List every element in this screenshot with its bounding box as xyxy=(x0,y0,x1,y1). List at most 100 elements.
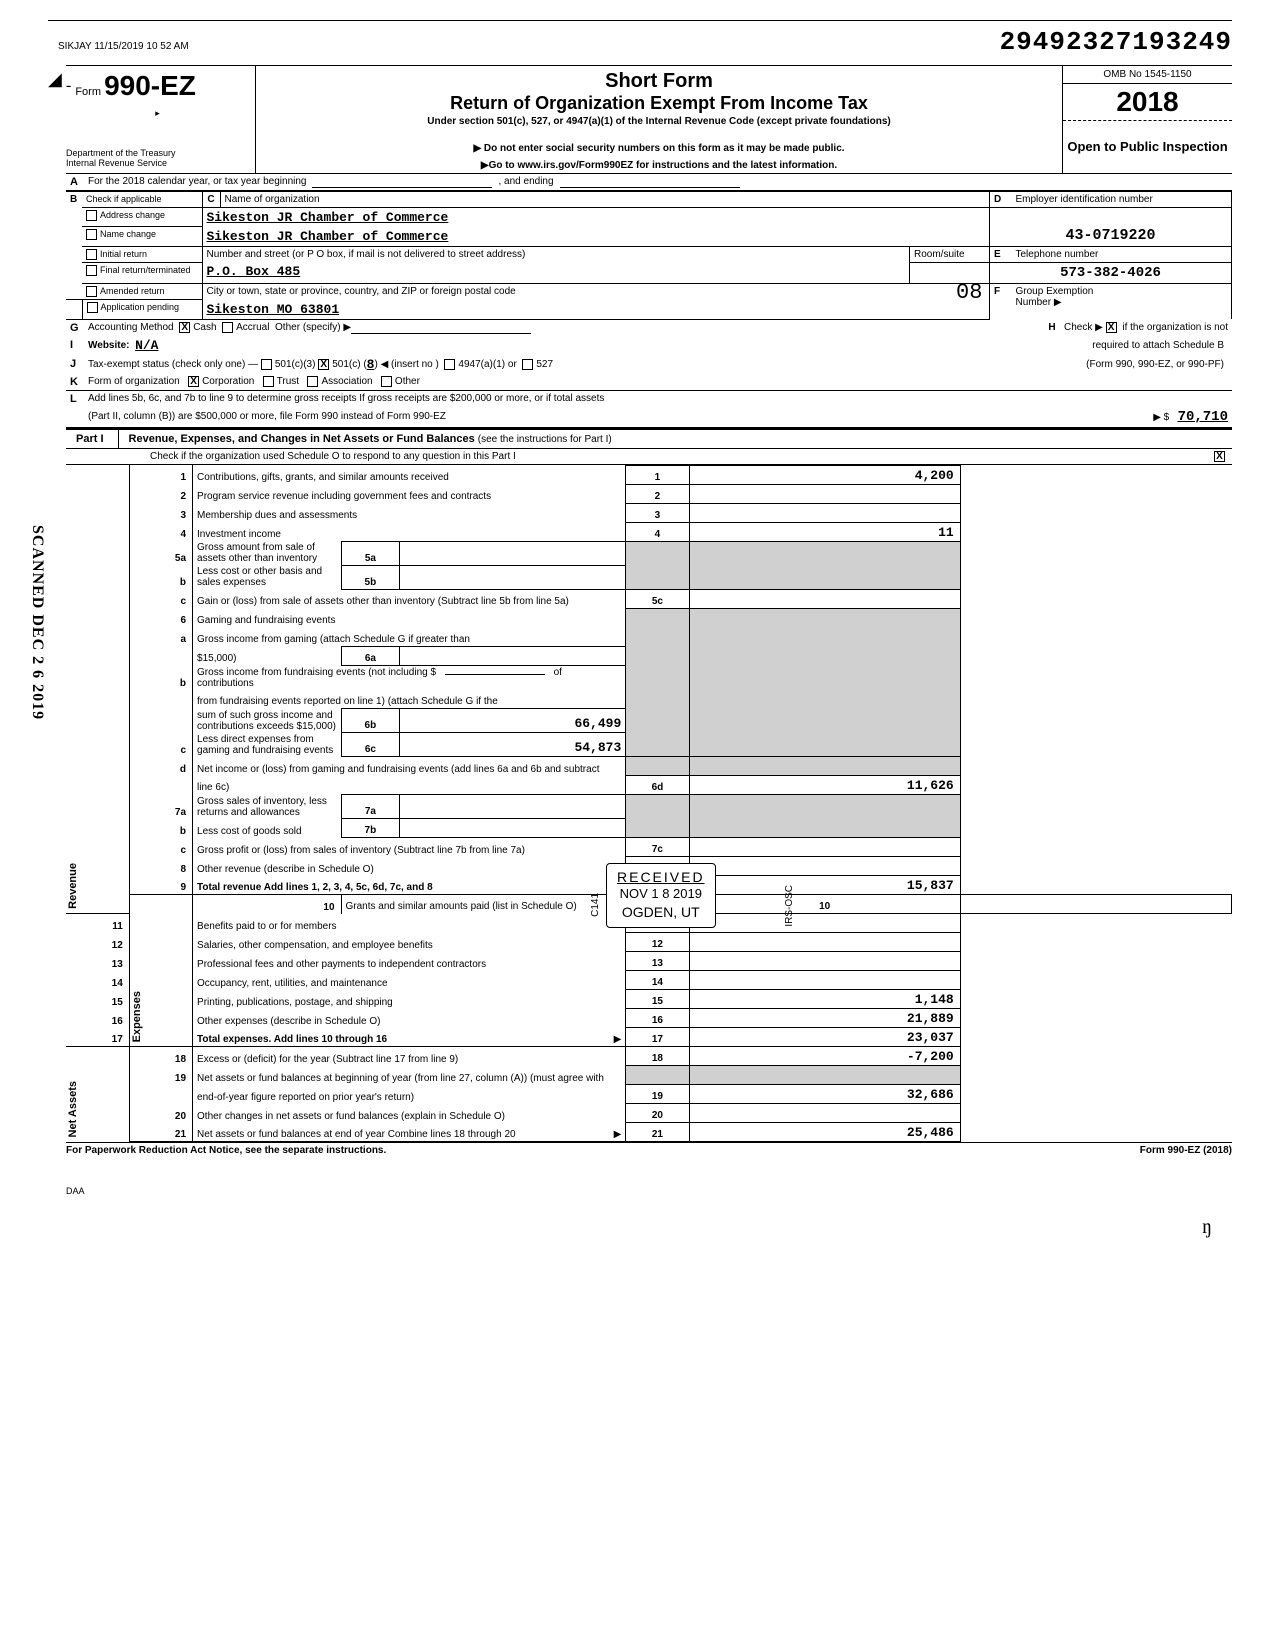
city-value: Sikeston MO 63801 xyxy=(207,302,340,317)
phone-value: 573-382-4026 xyxy=(1060,265,1161,281)
l21-desc: Net assets or fund balances at end of ye… xyxy=(197,1129,516,1140)
l6b-desc3: from fundraising events reported on line… xyxy=(193,690,626,709)
l1-amt: 4,200 xyxy=(689,465,960,484)
l7b-sub: 7b xyxy=(341,819,400,838)
l2-num: 2 xyxy=(129,484,192,503)
l2-cell: 2 xyxy=(626,484,689,503)
l7c-desc: Gross profit or (loss) from sales of inv… xyxy=(193,838,626,857)
corp-checkbox[interactable] xyxy=(188,376,199,387)
received-stamp: RECEIVED xyxy=(617,868,705,886)
h-txt4: (Form 990, 990-EZ, or 990-PF) xyxy=(1086,359,1228,370)
accrual-label: Accrual xyxy=(236,322,269,333)
4947-label: 4947(a)(1) or xyxy=(458,359,516,370)
ein-label: Employer identification number xyxy=(1016,194,1153,205)
expenses-side-label: Expenses xyxy=(130,987,144,1046)
527-checkbox[interactable] xyxy=(522,359,533,370)
room-label: Room/suite xyxy=(914,249,965,260)
h-label: H xyxy=(1048,322,1055,333)
assoc-checkbox[interactable] xyxy=(307,376,318,387)
part1-checkbox[interactable] xyxy=(1214,451,1225,462)
l4-desc: Investment income xyxy=(193,522,626,541)
l14-num: 14 xyxy=(66,971,129,990)
l21-cell: 21 xyxy=(626,1123,689,1142)
l7b-num: b xyxy=(129,819,192,838)
city-label: City or town, state or province, country… xyxy=(207,286,516,297)
l4-amt: 11 xyxy=(689,522,960,541)
short-form-title: Short Form xyxy=(264,70,1054,93)
l10-num: 10 xyxy=(193,895,341,914)
org-name-2: Sikeston JR Chamber of Commerce xyxy=(207,229,449,244)
h-checkbox[interactable] xyxy=(1106,322,1117,333)
part1-sub: (see the instructions for Part I) xyxy=(478,434,612,445)
bullet-dot: ◢ xyxy=(48,69,66,1239)
d-label: D xyxy=(994,194,1001,205)
return-title: Return of Organization Exempt From Incom… xyxy=(264,93,1054,114)
netassets-side-label: Net Assets xyxy=(66,1077,80,1141)
l5b-desc: Less cost or other basis and sales expen… xyxy=(193,565,341,589)
corp-label: Corporation xyxy=(202,376,254,387)
501c3-checkbox[interactable] xyxy=(261,359,272,370)
signature-mark: ŋ xyxy=(66,1216,1212,1239)
insert-no: ) ◀ (insert no ) xyxy=(374,359,438,370)
l16-amt: 21,889 xyxy=(689,1009,960,1028)
l17-amt: 23,037 xyxy=(689,1028,960,1047)
l6d-cell: 6d xyxy=(626,776,689,795)
h-txt2: if the organization is not xyxy=(1122,322,1228,333)
daa-label: DAA xyxy=(66,1186,1232,1196)
l13-num: 13 xyxy=(66,952,129,971)
initial-return: Initial return xyxy=(100,249,147,259)
form-org-txt: Form of organization xyxy=(88,376,180,387)
501c-checkbox[interactable] xyxy=(318,359,329,370)
l7a-num: 7a xyxy=(129,795,192,819)
street-label: Number and street (or P O box, if mail i… xyxy=(207,249,526,260)
cash-checkbox[interactable] xyxy=(179,322,190,333)
l19-desc1: Net assets or fund balances at beginning… xyxy=(193,1066,626,1085)
other-checkbox[interactable] xyxy=(381,376,392,387)
accrual-checkbox[interactable] xyxy=(222,322,233,333)
other-specify: Other (specify) ▶ xyxy=(275,322,351,333)
irs-osc-stamp: IRS-OSC xyxy=(784,885,795,927)
l6d-desc2: line 6c) xyxy=(193,776,626,795)
l18-num: 18 xyxy=(129,1047,192,1066)
l7b-desc: Less cost of goods sold xyxy=(193,819,341,838)
name-org-label: Name of organization xyxy=(225,194,320,205)
open-inspection: Open to Public Inspection xyxy=(1063,121,1232,173)
l17-desc: Total expenses. Add lines 10 through 16 xyxy=(197,1034,387,1045)
l10-cell: 10 xyxy=(689,895,960,914)
l-amount: 70,710 xyxy=(1178,409,1228,425)
l14-cell: 14 xyxy=(626,971,689,990)
form-prefix: Form xyxy=(75,86,101,98)
l6a-desc1: Gross income from gaming (attach Schedul… xyxy=(193,627,626,646)
501c3-label: 501(c)(3) xyxy=(275,359,316,370)
l15-num: 15 xyxy=(66,990,129,1009)
l11-num: 11 xyxy=(66,914,129,933)
l13-desc: Professional fees and other payments to … xyxy=(193,952,626,971)
l7c-num: c xyxy=(129,838,192,857)
l4-cell: 4 xyxy=(626,522,689,541)
l-text2: (Part II, column (B)) are $500,000 or mo… xyxy=(88,411,446,422)
print-timestamp: SIKJAY 11/15/2019 10 52 AM xyxy=(58,41,189,52)
l6b-desc1: Gross income from fundraising events (no… xyxy=(197,667,436,678)
l-label: L xyxy=(70,393,88,405)
l19-cell: 19 xyxy=(626,1085,689,1104)
l6b-desc4: sum of such gross income and contributio… xyxy=(193,709,341,733)
l6-num: 6 xyxy=(129,608,192,627)
group-number: Number ▶ xyxy=(1016,297,1062,308)
trust-checkbox[interactable] xyxy=(263,376,274,387)
4947-checkbox[interactable] xyxy=(444,359,455,370)
l3-cell: 3 xyxy=(626,503,689,522)
website-value: N/A xyxy=(135,338,158,353)
handwritten-08: 08 xyxy=(956,280,982,305)
l3-num: 3 xyxy=(129,503,192,522)
f-label: F xyxy=(994,286,1000,297)
g-label: G xyxy=(70,322,88,334)
l17-num: 17 xyxy=(66,1028,129,1047)
tax-exempt-txt: Tax-exempt status (check only one) — xyxy=(88,359,258,370)
l6c-num: c xyxy=(129,733,192,757)
row-a-label: A xyxy=(70,176,88,188)
l7a-desc: Gross sales of inventory, less returns a… xyxy=(193,795,341,819)
tracking-number: 29492327193249 xyxy=(1000,27,1232,57)
l18-desc: Excess or (deficit) for the year (Subtra… xyxy=(193,1047,626,1066)
l6b-sub: 6b xyxy=(341,709,400,733)
trust-label: Trust xyxy=(277,376,299,387)
